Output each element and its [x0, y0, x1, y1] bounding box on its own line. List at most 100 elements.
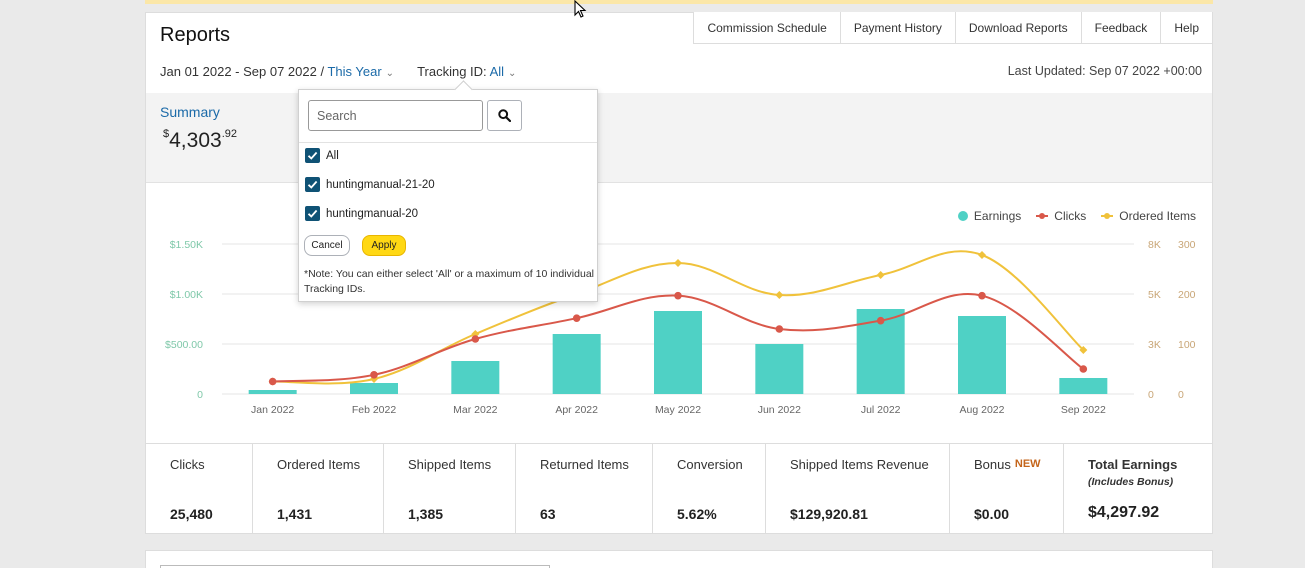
- stat-returned-items: Returned Items 63: [516, 444, 653, 534]
- y-right-clicks-tick-label: 8K: [1148, 239, 1161, 251]
- y-right-items-tick-label: 100: [1178, 339, 1196, 351]
- option-label: huntingmanual-20: [326, 207, 419, 220]
- period-selector[interactable]: This Year: [327, 64, 382, 79]
- stat-label: Shipped Items: [408, 457, 492, 472]
- ordered-items-point: [978, 251, 986, 259]
- y-left-tick-label: $1.00K: [170, 289, 203, 301]
- checkbox-checked[interactable]: [305, 206, 320, 221]
- stat-shipped-revenue: Shipped Items Revenue $129,920.81: [766, 444, 950, 534]
- earnings-legend-marker: [957, 211, 968, 221]
- option-huntingmanual-21-20[interactable]: huntingmanual-21-20: [305, 177, 435, 192]
- tab-commission-schedule[interactable]: Commission Schedule: [694, 12, 841, 44]
- clicks-point: [1079, 365, 1088, 373]
- stat-label: Returned Items: [540, 457, 629, 472]
- y-right-clicks-tick-label: 3K: [1148, 339, 1161, 351]
- checkbox-checked[interactable]: [305, 148, 320, 163]
- y-left-tick-label: $1.50K: [170, 239, 203, 251]
- option-huntingmanual-20[interactable]: huntingmanual-20: [305, 206, 418, 221]
- clicks-point: [674, 291, 682, 300]
- chevron-down-icon[interactable]: ⌄: [385, 68, 395, 79]
- tab-help[interactable]: Help: [1161, 12, 1213, 44]
- x-tick-label: May 2022: [655, 404, 701, 416]
- x-tick-label: Aug 2022: [960, 404, 1005, 416]
- option-all[interactable]: All: [305, 148, 339, 163]
- earnings-bar: [654, 311, 702, 394]
- mouse-cursor-icon: [574, 0, 587, 18]
- ordered-items-point: [876, 271, 885, 279]
- legend-clicks-label: Clicks: [1054, 209, 1087, 223]
- tab-feedback[interactable]: Feedback: [1081, 12, 1162, 44]
- stat-label: Bonus NEW: [974, 457, 1063, 472]
- y-left-tick-label: 0: [197, 389, 203, 401]
- summary-amount-cents: .92: [221, 128, 237, 140]
- date-filter-row: Jan 01 2022 - Sep 07 2022 / This Year ⌄ T…: [160, 64, 516, 79]
- x-tick-label: Feb 2022: [352, 404, 397, 416]
- summary-amount-main: 4,303: [169, 129, 222, 152]
- currency-symbol: $: [163, 128, 170, 140]
- stat-clicks: Clicks 25,480: [146, 444, 253, 534]
- cancel-button[interactable]: Cancel: [304, 235, 350, 256]
- search-icon: [498, 109, 511, 122]
- chevron-down-icon[interactable]: ⌄: [508, 68, 517, 79]
- stat-label: Ordered Items: [277, 457, 361, 472]
- stat-label: Total Earnings: [1088, 457, 1178, 472]
- x-tick-label: Jun 2022: [758, 404, 801, 416]
- stat-total-earnings: Total Earnings (Includes Bonus) $4,297.9…: [1064, 444, 1212, 534]
- legend-ordered-items[interactable]: Ordered Items: [1101, 209, 1196, 223]
- legend-earnings[interactable]: Earnings: [957, 209, 1021, 223]
- last-updated-text: Last Updated: Sep 07 2022 +00:00: [1007, 64, 1202, 78]
- x-tick-label: Apr 2022: [555, 404, 598, 416]
- divider: [299, 142, 597, 143]
- stat-sublabel: (Includes Bonus): [1088, 476, 1174, 488]
- earnings-bar: [248, 390, 297, 394]
- ordered-items-point: [674, 259, 682, 267]
- tab-payment-history[interactable]: Payment History: [840, 12, 956, 44]
- summary-tab[interactable]: Summary: [160, 104, 220, 120]
- new-badge: NEW: [1014, 458, 1041, 470]
- legend-ordered-items-label: Ordered Items: [1119, 209, 1196, 223]
- x-tick-label: Mar 2022: [453, 404, 498, 416]
- stat-label: Clicks: [170, 457, 205, 472]
- clicks-point: [978, 291, 986, 300]
- top-nav: Commission Schedule Payment History Down…: [693, 12, 1213, 44]
- legend-clicks[interactable]: Clicks: [1036, 209, 1086, 223]
- tab-download-reports[interactable]: Download Reports: [955, 12, 1082, 44]
- stat-value: 25,480: [170, 506, 213, 522]
- clicks-point: [572, 314, 581, 322]
- stat-bonus: Bonus NEW $0.00: [950, 444, 1064, 534]
- clicks-point: [775, 325, 784, 333]
- stat-ordered-items: Ordered Items 1,431: [253, 444, 384, 534]
- tracking-search-input[interactable]: [308, 100, 483, 131]
- apply-button[interactable]: Apply: [362, 235, 406, 256]
- clicks-point: [471, 335, 480, 343]
- stat-value: 1,385: [408, 506, 444, 522]
- clicks-point: [370, 371, 378, 379]
- tracking-id-selector[interactable]: All: [489, 64, 505, 79]
- stat-value: $4,297.92: [1088, 504, 1160, 521]
- clicks-legend-marker: [1036, 213, 1049, 219]
- check-icon: [307, 209, 318, 218]
- ordered-items-point: [1079, 346, 1088, 354]
- tracking-note: *Note: You can either select 'All' or a …: [304, 268, 594, 295]
- x-tick-label: Jan 2022: [251, 404, 294, 416]
- stat-label: Shipped Items Revenue: [790, 457, 929, 472]
- check-icon: [307, 151, 318, 160]
- x-tick-label: Jul 2022: [861, 404, 901, 416]
- earnings-bar: [350, 383, 398, 394]
- y-right-items-tick-label: 0: [1178, 389, 1184, 401]
- x-tick-label: Sep 2022: [1061, 404, 1106, 416]
- y-right-items-tick-label: 300: [1178, 239, 1196, 251]
- tracking-id-label[interactable]: Tracking ID:: [417, 64, 487, 79]
- stat-value: $0.00: [974, 506, 1010, 522]
- lower-tabs[interactable]: [160, 565, 550, 568]
- summary-amount: $4,303.92: [163, 128, 237, 153]
- tracking-id-dropdown: All huntingmanual-21-20 huntingmanual-20…: [298, 89, 598, 302]
- stat-value: 5.62%: [677, 506, 717, 522]
- stat-value: 1,431: [277, 506, 313, 522]
- ordered-items-point: [775, 291, 784, 299]
- search-button[interactable]: [487, 100, 522, 131]
- checkbox-checked[interactable]: [305, 177, 320, 192]
- option-label: huntingmanual-21-20: [326, 178, 435, 191]
- y-right-clicks-tick-label: 0: [1148, 389, 1154, 401]
- stat-label: Conversion: [677, 457, 743, 472]
